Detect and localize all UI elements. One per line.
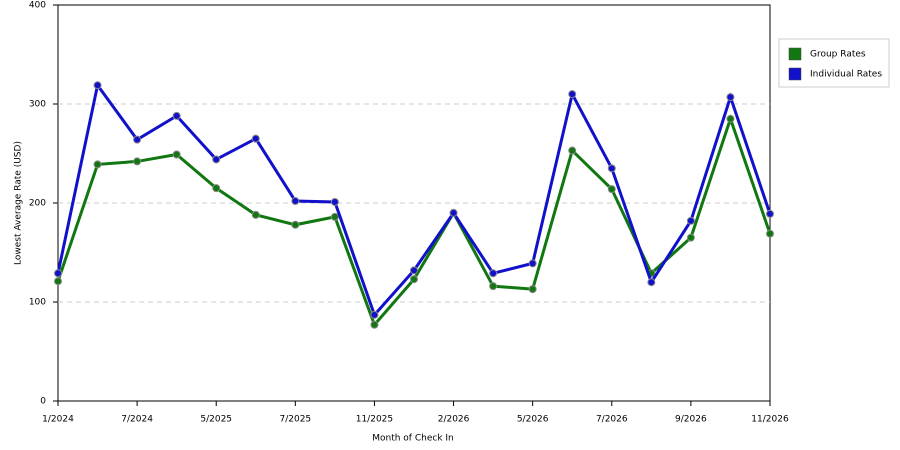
data-point [726,93,735,102]
y-tick-label: 400 [29,1,46,11]
x-tick-label: 5/2026 [517,415,549,425]
legend-label: Individual Rates [810,70,882,80]
data-point [410,275,418,284]
data-point [291,220,300,229]
x-tick-label: 1/2024 [42,415,74,425]
y-tick-label: 200 [29,199,46,209]
data-point [766,209,774,218]
data-point [212,155,221,164]
data-point [568,146,577,155]
data-point [449,208,458,217]
data-point [54,269,62,278]
data-point [330,212,339,221]
data-point [133,157,142,166]
x-tick-label: 11/2026 [751,415,789,425]
data-point [330,198,339,207]
data-point [528,285,537,294]
data-point [93,160,102,169]
data-point [172,150,181,159]
data-point [726,114,735,123]
legend-swatch [788,67,802,81]
data-point [212,184,221,193]
data-point [133,135,142,144]
data-point [568,90,577,99]
data-point [291,197,300,206]
data-point [686,233,695,242]
x-tick-label: 7/2024 [121,415,153,425]
data-point [370,320,379,329]
y-tick-label: 0 [40,397,46,407]
data-point [607,164,616,173]
data-point [251,134,260,143]
data-point [251,210,260,219]
data-point [172,111,181,120]
x-tick-label: 9/2026 [675,415,707,425]
data-point [410,266,418,275]
x-tick-label: 2/2026 [438,415,470,425]
data-point [607,185,616,194]
data-point [766,229,774,238]
y-tick-label: 100 [29,298,46,308]
y-axis-label: Lowest Average Rate (USD) [14,141,24,265]
x-tick-label: 7/2025 [279,415,311,425]
data-point [528,259,537,268]
x-tick-label: 11/2025 [356,415,393,425]
data-point [489,269,498,278]
x-tick-label: 5/2025 [200,415,232,425]
data-point [54,277,62,286]
series-line [56,114,772,328]
data-point [93,81,102,90]
data-point [686,216,695,225]
x-axis-label: Month of Check In [372,434,454,444]
x-tick-label: 7/2026 [596,415,628,425]
legend-label: Group Rates [810,50,866,60]
data-point [370,310,379,319]
legend-swatch [788,47,802,61]
y-tick-label: 300 [29,100,46,110]
data-point [647,278,656,287]
data-point [489,282,498,291]
